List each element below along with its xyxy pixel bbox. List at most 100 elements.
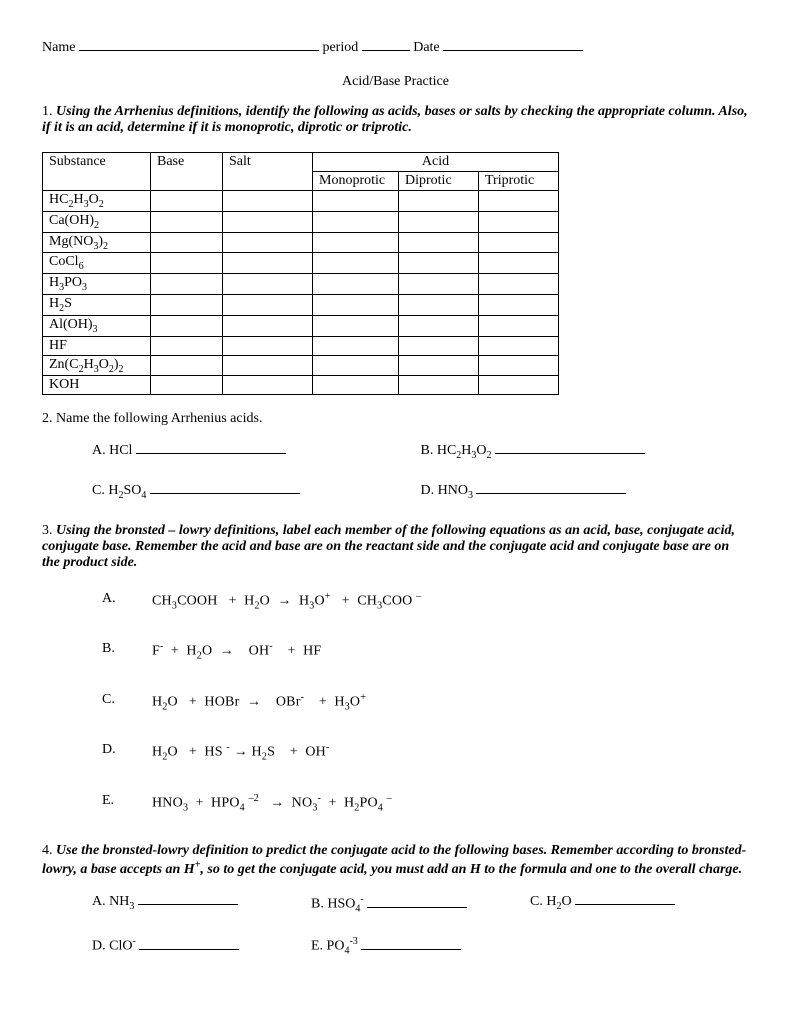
q2-item: B. HC2H3O2 xyxy=(421,443,750,461)
check-cell[interactable] xyxy=(151,274,223,295)
q4-item: B. HSO4- xyxy=(311,894,530,914)
check-cell[interactable] xyxy=(399,315,479,336)
period-label: period xyxy=(322,40,358,55)
answer-blank[interactable] xyxy=(495,453,645,454)
check-cell[interactable] xyxy=(479,253,559,274)
check-cell[interactable] xyxy=(313,336,399,355)
q4-item: C. H2O xyxy=(530,894,749,914)
check-cell[interactable] xyxy=(313,274,399,295)
q4-text: Use the bronsted-lowry definition to pre… xyxy=(42,843,746,877)
check-cell[interactable] xyxy=(313,294,399,315)
check-cell[interactable] xyxy=(479,211,559,232)
check-cell[interactable] xyxy=(313,355,399,376)
q2-number: 2. xyxy=(42,411,53,426)
check-cell[interactable] xyxy=(151,294,223,315)
check-cell[interactable] xyxy=(479,232,559,253)
q3-number: 3. xyxy=(42,523,53,538)
name-blank[interactable] xyxy=(79,50,319,51)
check-cell[interactable] xyxy=(313,191,399,212)
substance-cell: Al(OH)3 xyxy=(43,315,151,336)
check-cell[interactable] xyxy=(223,315,313,336)
answer-blank[interactable] xyxy=(138,904,238,905)
substance-cell: H2S xyxy=(43,294,151,315)
check-cell[interactable] xyxy=(399,211,479,232)
q3-equations: A. CH3COOH + H2O → H3O+ + CH3COO – B. F-… xyxy=(42,591,749,813)
substance-cell: Zn(C2H3O2)2 xyxy=(43,355,151,376)
check-cell[interactable] xyxy=(479,274,559,295)
check-cell[interactable] xyxy=(223,211,313,232)
equation-label: C. xyxy=(102,692,152,712)
check-cell[interactable] xyxy=(479,294,559,315)
check-cell[interactable] xyxy=(399,191,479,212)
check-cell[interactable] xyxy=(399,294,479,315)
check-cell[interactable] xyxy=(223,355,313,376)
substance-cell: Ca(OH)2 xyxy=(43,211,151,232)
q1-text: Using the Arrhenius definitions, identif… xyxy=(42,104,748,135)
check-cell[interactable] xyxy=(223,376,313,395)
check-cell[interactable] xyxy=(479,336,559,355)
check-cell[interactable] xyxy=(151,232,223,253)
check-cell[interactable] xyxy=(399,376,479,395)
header-line: Name period Date xyxy=(42,40,749,56)
q4-item: D. ClO- xyxy=(92,936,311,956)
check-cell[interactable] xyxy=(399,336,479,355)
check-cell[interactable] xyxy=(151,376,223,395)
check-cell[interactable] xyxy=(479,315,559,336)
equation-row: B. F- + H2O → OH- + HF xyxy=(102,641,749,661)
check-cell[interactable] xyxy=(151,315,223,336)
check-cell[interactable] xyxy=(399,253,479,274)
table-row: Mg(NO3)2 xyxy=(43,232,559,253)
check-cell[interactable] xyxy=(151,336,223,355)
check-cell[interactable] xyxy=(223,274,313,295)
check-cell[interactable] xyxy=(399,274,479,295)
check-cell[interactable] xyxy=(151,355,223,376)
answer-blank[interactable] xyxy=(367,907,467,908)
check-cell[interactable] xyxy=(313,376,399,395)
q2-item: D. HNO3 xyxy=(421,483,750,501)
equation-row: A. CH3COOH + H2O → H3O+ + CH3COO – xyxy=(102,591,749,611)
th-diprotic: Diprotic xyxy=(399,172,479,191)
check-cell[interactable] xyxy=(151,191,223,212)
question-3: 3. Using the bronsted – lowry definition… xyxy=(42,523,749,571)
q1-number: 1. xyxy=(42,104,53,119)
equation-body: CH3COOH + H2O → H3O+ + CH3COO – xyxy=(152,591,421,611)
check-cell[interactable] xyxy=(151,253,223,274)
check-cell[interactable] xyxy=(399,355,479,376)
check-cell[interactable] xyxy=(223,232,313,253)
table-row: H3PO3 xyxy=(43,274,559,295)
answer-blank[interactable] xyxy=(150,493,300,494)
date-label: Date xyxy=(413,40,439,55)
answer-blank[interactable] xyxy=(136,453,286,454)
th-base: Base xyxy=(151,153,223,191)
substance-cell: KOH xyxy=(43,376,151,395)
substance-cell: H3PO3 xyxy=(43,274,151,295)
q4-item: E. PO4-3 xyxy=(311,936,530,956)
check-cell[interactable] xyxy=(223,294,313,315)
check-cell[interactable] xyxy=(223,336,313,355)
check-cell[interactable] xyxy=(223,191,313,212)
table-row: Al(OH)3 xyxy=(43,315,559,336)
question-1: 1. Using the Arrhenius definitions, iden… xyxy=(42,104,749,136)
table-row: HF xyxy=(43,336,559,355)
check-cell[interactable] xyxy=(313,315,399,336)
answer-blank[interactable] xyxy=(139,949,239,950)
answer-blank[interactable] xyxy=(361,949,461,950)
check-cell[interactable] xyxy=(479,355,559,376)
check-cell[interactable] xyxy=(223,253,313,274)
substance-cell: HC2H3O2 xyxy=(43,191,151,212)
date-blank[interactable] xyxy=(443,50,583,51)
answer-blank[interactable] xyxy=(476,493,626,494)
check-cell[interactable] xyxy=(313,211,399,232)
answer-blank[interactable] xyxy=(575,904,675,905)
table-row: Ca(OH)2 xyxy=(43,211,559,232)
th-substance: Substance xyxy=(43,153,151,191)
check-cell[interactable] xyxy=(479,191,559,212)
check-cell[interactable] xyxy=(313,253,399,274)
worksheet-title: Acid/Base Practice xyxy=(42,74,749,90)
table-row: Zn(C2H3O2)2 xyxy=(43,355,559,376)
period-blank[interactable] xyxy=(362,50,410,51)
check-cell[interactable] xyxy=(151,211,223,232)
check-cell[interactable] xyxy=(479,376,559,395)
check-cell[interactable] xyxy=(313,232,399,253)
check-cell[interactable] xyxy=(399,232,479,253)
